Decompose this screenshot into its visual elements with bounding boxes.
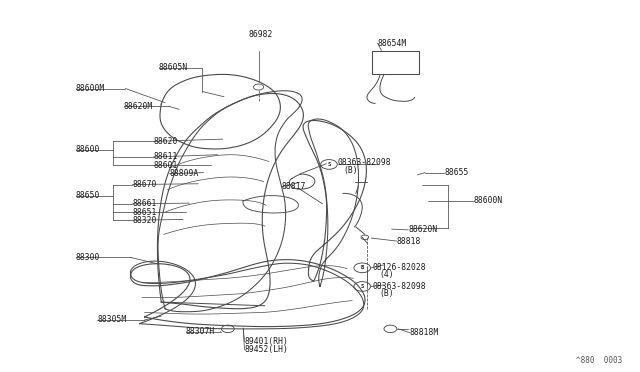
Text: 88611: 88611 — [154, 153, 178, 161]
Text: 08363-82098: 08363-82098 — [338, 158, 392, 167]
Text: S: S — [360, 284, 364, 289]
Text: 88655: 88655 — [444, 168, 468, 177]
Text: 88620N: 88620N — [408, 225, 438, 234]
Text: 88809A: 88809A — [170, 169, 199, 178]
Text: 88651: 88651 — [132, 208, 157, 217]
Text: 89401(RH): 89401(RH) — [244, 337, 289, 346]
Text: (B): (B) — [379, 289, 394, 298]
Text: 88305M: 88305M — [97, 315, 127, 324]
Text: S: S — [327, 162, 331, 167]
Text: 88600N: 88600N — [474, 196, 503, 205]
Text: 88307H: 88307H — [186, 327, 215, 336]
Text: 88661: 88661 — [132, 199, 157, 208]
Text: 88605N: 88605N — [159, 63, 188, 72]
Text: 88620: 88620 — [154, 137, 178, 146]
Text: 88650: 88650 — [76, 191, 100, 200]
Text: 08363-82098: 08363-82098 — [372, 282, 426, 291]
Text: 88654M: 88654M — [378, 39, 407, 48]
Text: 88620M: 88620M — [124, 102, 153, 111]
Text: 88600M: 88600M — [76, 84, 105, 93]
Text: 88601: 88601 — [154, 161, 178, 170]
Text: ^880  0003: ^880 0003 — [576, 356, 622, 365]
Text: (B): (B) — [343, 166, 358, 174]
Text: 88600: 88600 — [76, 145, 100, 154]
Text: 88818M: 88818M — [410, 328, 439, 337]
Text: 86982: 86982 — [249, 31, 273, 39]
Text: 88818: 88818 — [397, 237, 421, 246]
Text: 88320: 88320 — [132, 216, 157, 225]
Text: 88670: 88670 — [132, 180, 157, 189]
Text: (4): (4) — [379, 270, 394, 279]
Text: 88300: 88300 — [76, 253, 100, 262]
Text: B: B — [360, 265, 364, 270]
Text: 89452(LH): 89452(LH) — [244, 345, 289, 354]
Text: 08126-82028: 08126-82028 — [372, 263, 426, 272]
Text: 88817: 88817 — [282, 182, 306, 191]
